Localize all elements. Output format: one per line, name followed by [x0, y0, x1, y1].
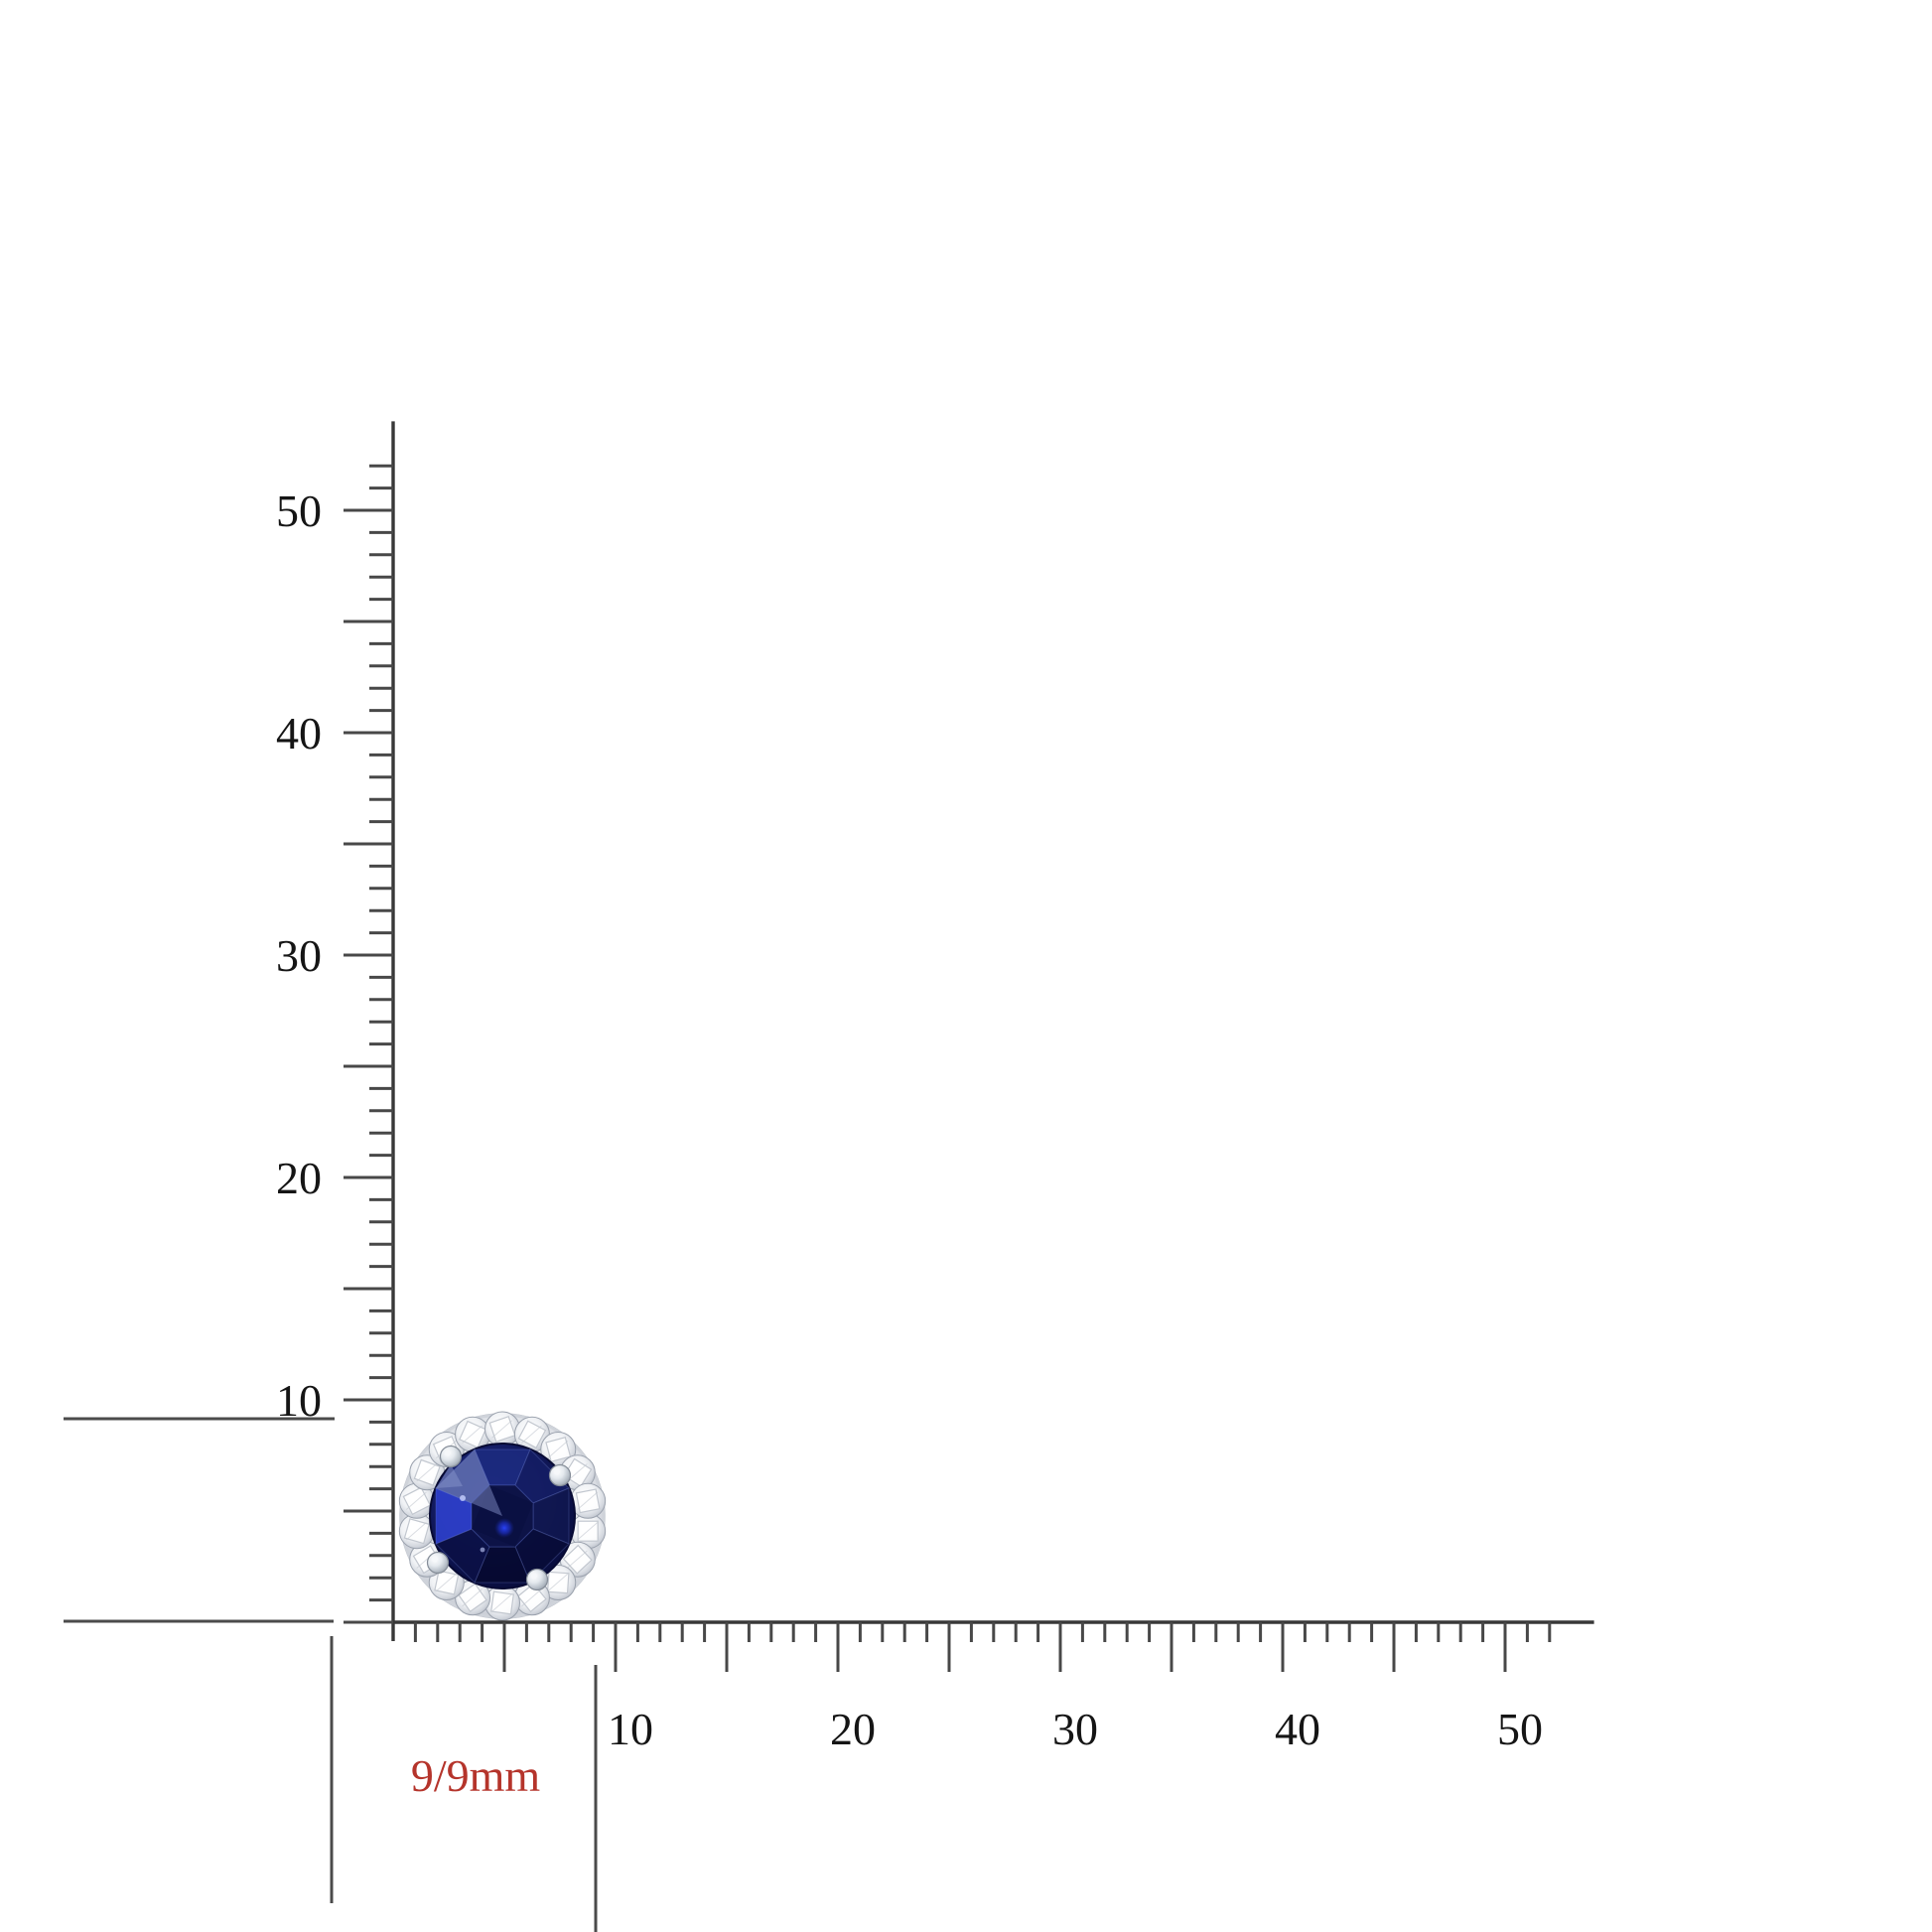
- prong-ball: [548, 1463, 572, 1487]
- horizontal-ruler-label: 50: [1497, 1704, 1543, 1754]
- dimension-guides: [64, 1417, 598, 1932]
- vertical-ruler-label: 20: [276, 1153, 322, 1203]
- vertical-ruler-label: 30: [276, 930, 322, 981]
- sapphire-facets: [435, 1449, 570, 1584]
- prong-ball: [439, 1445, 463, 1468]
- product-photo-earring: [398, 1411, 607, 1621]
- prong-ball: [426, 1551, 450, 1575]
- vertical-ruler-label: 40: [276, 708, 322, 759]
- horizontal-ruler: 10 20 30 40 50: [393, 1620, 1594, 1754]
- horizontal-ruler-label: 30: [1052, 1704, 1098, 1754]
- horizontal-ruler-label: 20: [830, 1704, 876, 1754]
- prong-ball: [525, 1568, 549, 1591]
- horizontal-ruler-label: 40: [1275, 1704, 1320, 1754]
- vertical-ruler-label: 50: [276, 485, 322, 536]
- horizontal-ruler-label: 10: [608, 1704, 653, 1754]
- size-dimension-label: 9/9mm: [411, 1750, 541, 1801]
